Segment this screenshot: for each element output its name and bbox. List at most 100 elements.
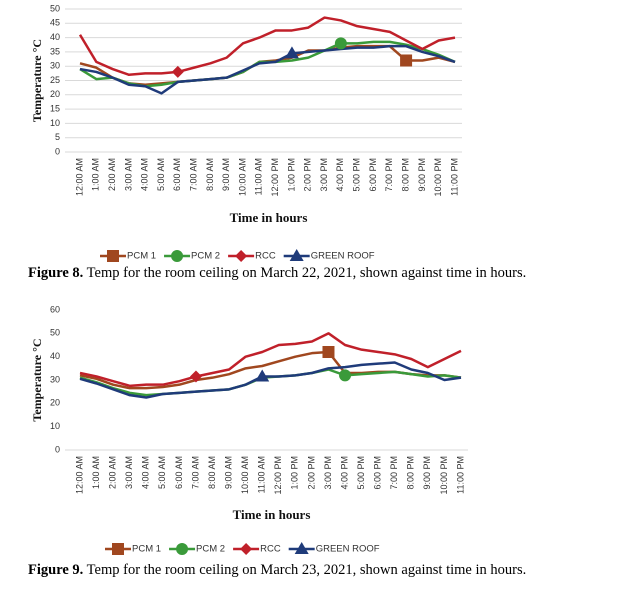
x-tick-label: 11:00 AM [257,456,267,493]
caption: Figure 9. Temp for the room ceiling on M… [28,562,526,578]
x-tick-label: 5:00 PM [352,158,362,192]
caption-label: Figure 9. [28,562,83,578]
x-tick-label: 2:00 AM [107,158,117,191]
y-tick-label: 25 [50,75,60,85]
y-tick-label: 0 [55,444,60,454]
series-line [79,361,462,399]
marker [176,543,189,555]
legend-label: GREEN ROOF [311,251,375,262]
x-tick-label: 10:00 PM [433,158,443,197]
y-tick-label: 45 [50,18,60,28]
y-tick-label: 30 [50,374,60,384]
marker [294,542,309,554]
x-tick-label: 3:00 AM [124,456,134,489]
x-tick-label: 1:00 AM [91,158,101,191]
x-tick-label: 8:00 AM [205,158,215,191]
x-tick-label: 5:00 AM [157,456,167,489]
legend-label: PCM 1 [127,251,156,262]
x-tick-label: 6:00 PM [373,456,383,490]
x-tick-label: 7:00 PM [389,456,399,490]
x-tick-label: 9:00 PM [417,158,427,192]
x-axis-title: Time in hours [233,507,311,522]
x-tick-label: 12:00 PM [270,158,280,197]
y-tick-label: 35 [50,46,60,56]
x-tick-label: 6:00 PM [368,158,378,192]
x-axis-title: Time in hours [230,210,308,225]
x-tick-label: 10:00 PM [439,456,449,495]
x-tick-label: 8:00 PM [406,456,416,490]
legend-label: PCM 1 [132,544,161,555]
x-tick-label: 1:00 PM [290,456,300,490]
x-tick-label: 12:00 AM [74,456,84,494]
x-tick-label: 4:00 AM [141,456,151,489]
x-tick-label: 10:00 AM [237,158,247,196]
x-tick-label: 1:00 PM [286,158,296,192]
legend-label: PCM 2 [191,251,220,262]
x-tick-label: 7:00 AM [190,456,200,489]
x-tick-label: 2:00 PM [303,158,313,192]
series-line [79,332,462,388]
x-tick-label: 12:00 AM [74,158,84,196]
marker [112,543,124,555]
y-tick-label: 50 [50,3,60,13]
legend-label: RCC [255,251,276,262]
legend-label: RCC [260,544,281,555]
y-tick-label: 15 [50,103,60,113]
x-tick-label: 5:00 PM [356,456,366,490]
marker [322,346,335,358]
marker [107,250,119,262]
y-tick-label: 20 [50,89,60,99]
y-tick-label: 10 [50,118,60,128]
x-tick-label: 8:00 AM [207,456,217,489]
x-tick-label: 6:00 AM [174,456,184,489]
series-line [78,16,456,77]
x-tick-label: 4:00 PM [339,456,349,490]
y-tick-label: 40 [50,351,60,361]
y-tick-label: 30 [50,61,60,71]
marker [284,46,299,59]
x-tick-label: 11:00 AM [254,158,264,195]
marker [235,250,248,262]
x-tick-label: 7:00 PM [384,158,394,192]
x-tick-label: 5:00 AM [156,158,166,191]
caption-label: Figure 8. [28,265,83,281]
series-line [79,44,456,95]
x-tick-label: 11:00 PM [449,158,459,196]
x-tick-label: 6:00 AM [172,158,182,191]
caption: Figure 8. Temp for the room ceiling on M… [28,265,526,281]
x-tick-label: 10:00 AM [240,456,250,494]
x-tick-label: 12:00 PM [273,456,283,495]
y-tick-label: 50 [50,328,60,338]
y-tick-label: 10 [50,421,60,431]
x-tick-label: 9:00 AM [223,456,233,489]
series-line [79,368,462,397]
y-tick-label: 40 [50,32,60,42]
x-tick-label: 8:00 PM [400,158,410,192]
y-tick-label: 5 [55,132,60,142]
x-tick-label: 9:00 AM [221,158,231,191]
legend-label: GREEN ROOF [316,544,380,555]
x-tick-label: 9:00 PM [422,456,432,490]
y-tick-label: 0 [55,146,60,156]
x-tick-label: 7:00 AM [189,158,199,191]
marker [289,249,304,261]
x-tick-label: 4:00 PM [335,158,345,192]
marker [171,250,184,262]
marker [189,370,202,383]
x-tick-label: 1:00 AM [91,456,101,489]
x-tick-label: 4:00 AM [140,158,150,191]
x-tick-label: 2:00 AM [108,456,118,489]
y-axis-title: Temperature °C [30,338,44,421]
caption-text: Temp for the room ceiling on March 23, 2… [83,562,526,578]
marker [400,54,413,67]
y-axis-title: Temperature °C [30,39,44,122]
x-tick-label: 3:00 AM [123,158,133,191]
marker [171,65,184,78]
marker [240,543,253,555]
caption-text: Temp for the room ceiling on March 22, 2… [83,265,526,281]
marker [339,369,352,382]
y-tick-label: 20 [50,398,60,408]
marker [334,37,347,50]
x-tick-label: 2:00 PM [306,456,316,490]
